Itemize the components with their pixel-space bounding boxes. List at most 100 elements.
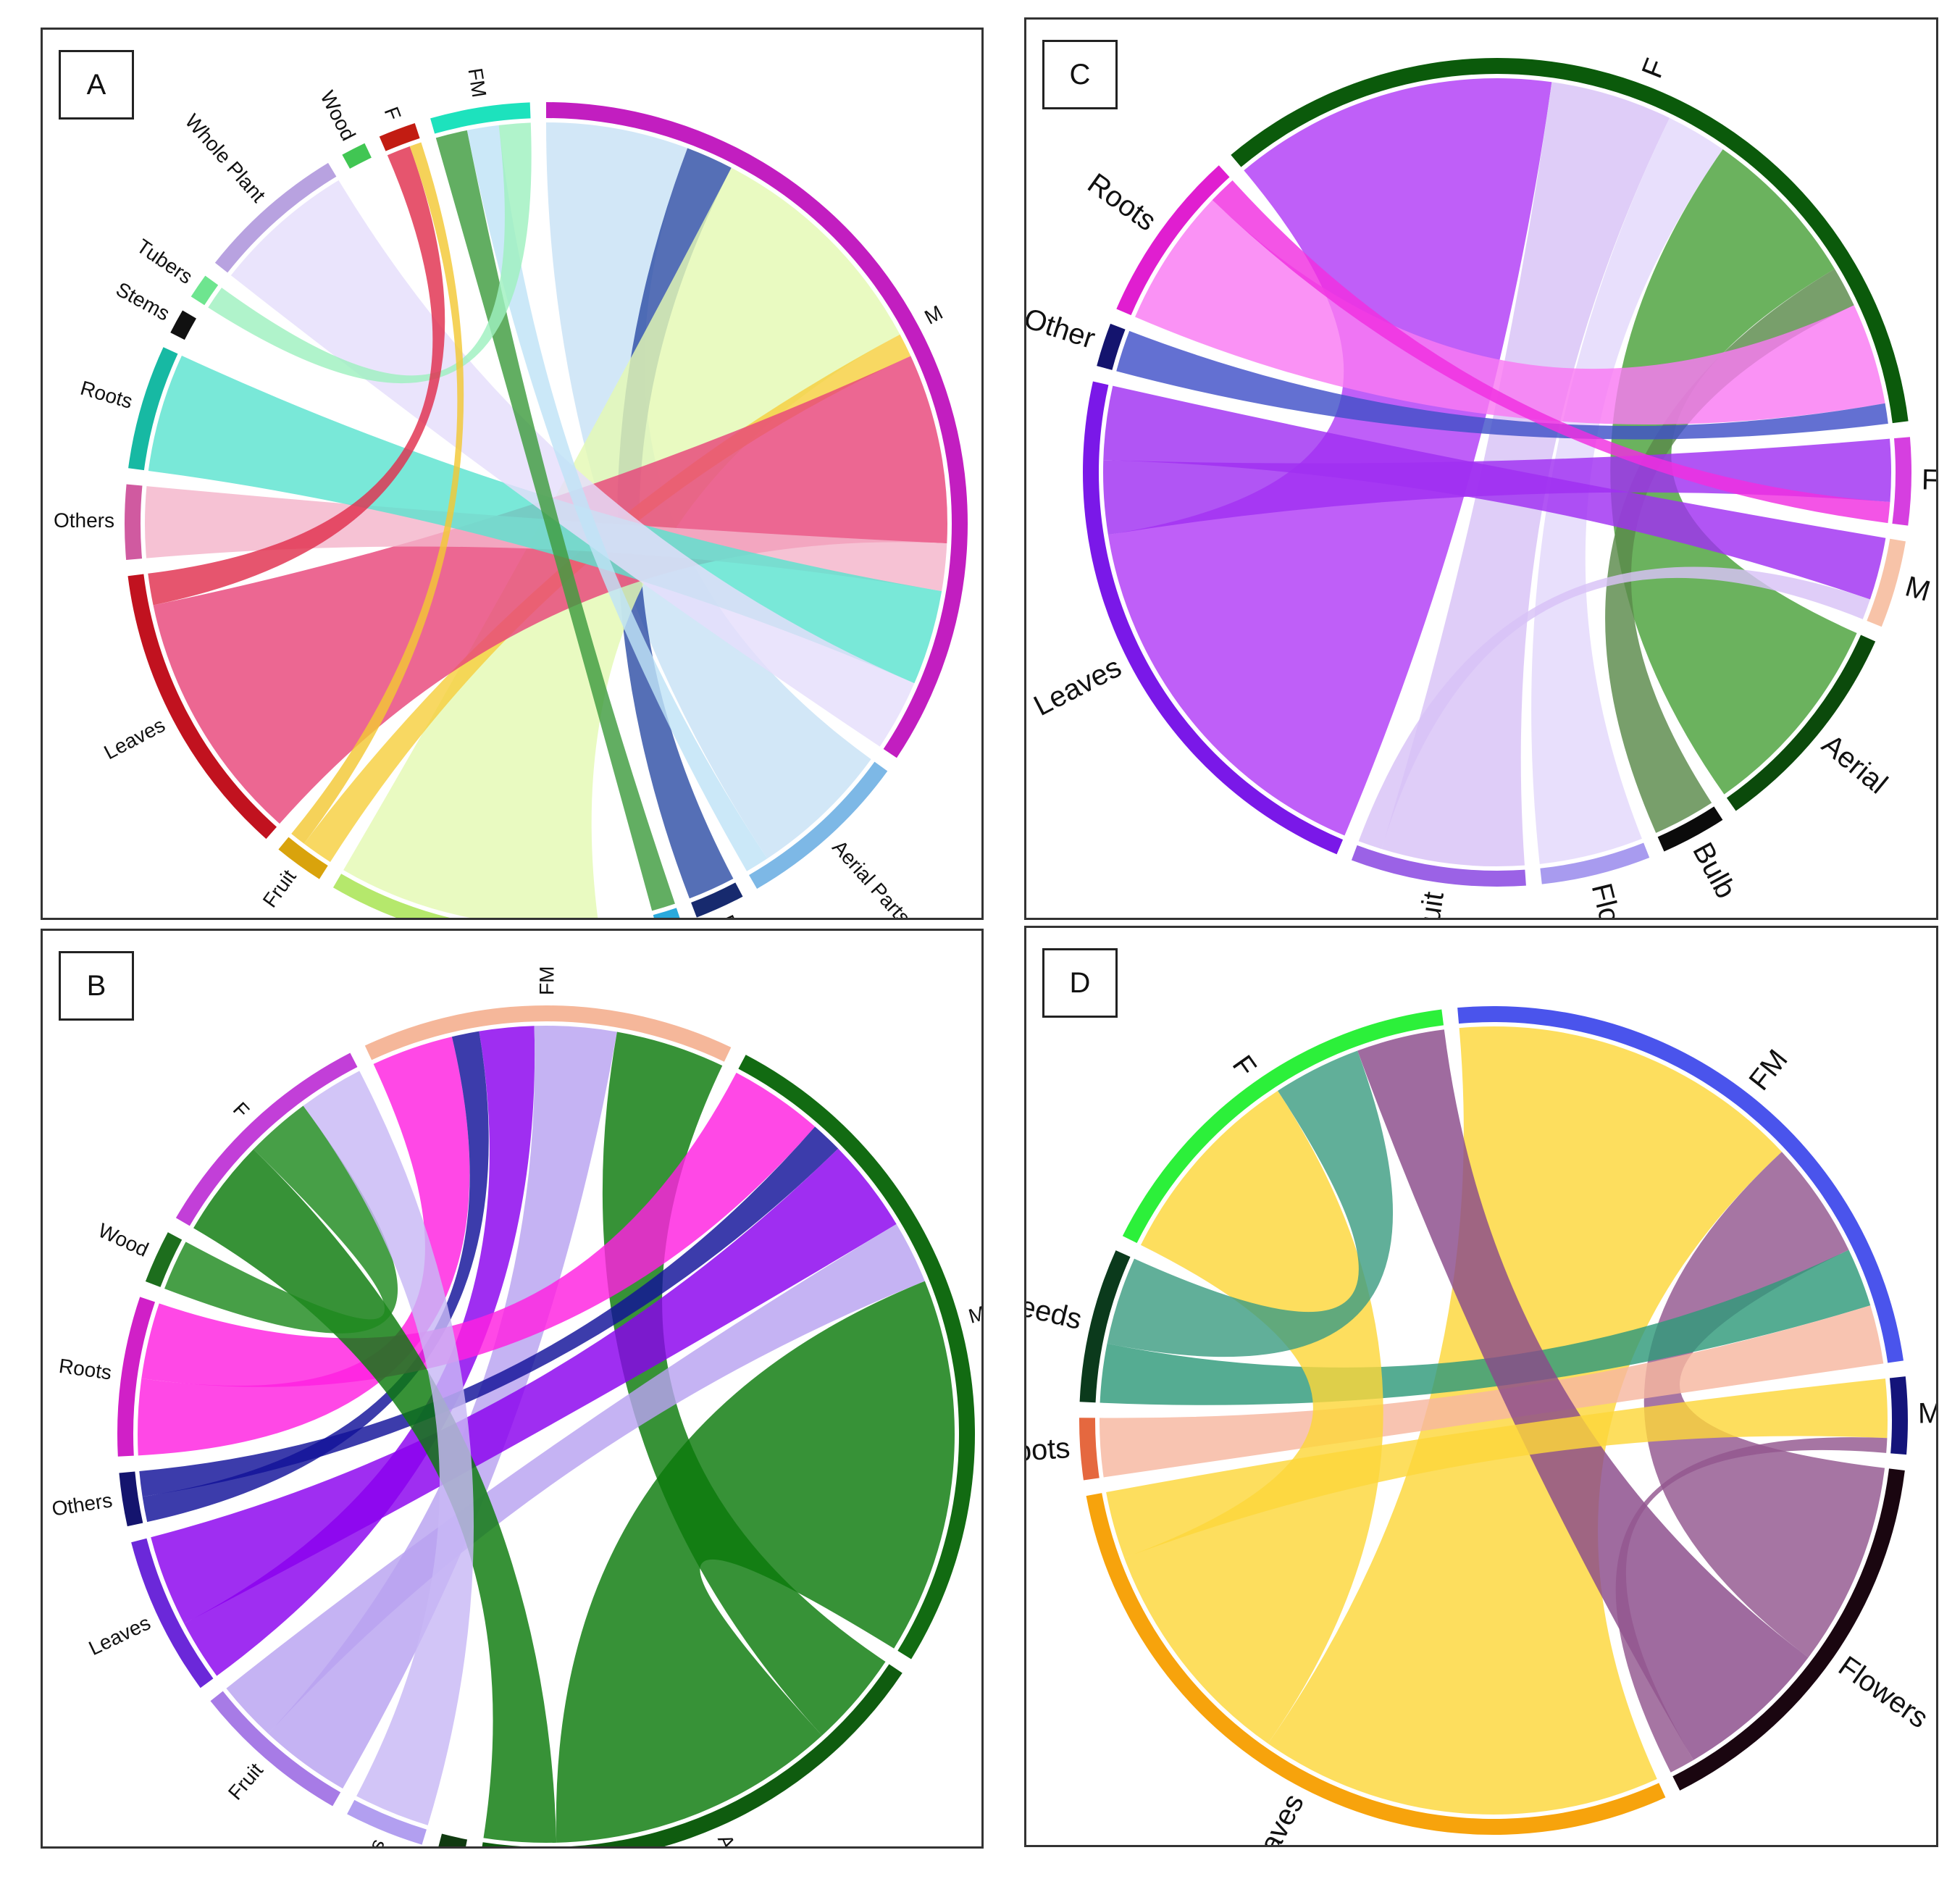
sector-label-seeds: Seeds bbox=[1026, 1286, 1085, 1336]
sector-label-flowers: Flowers bbox=[1586, 880, 1641, 918]
sector-label-bulb: Bulb bbox=[1686, 837, 1742, 903]
sector-arc-fruit bbox=[210, 1691, 341, 1807]
chord-fm-to-aerial-parts bbox=[466, 125, 768, 871]
sector-arc-leaves bbox=[1083, 381, 1344, 855]
chord-links bbox=[1100, 1026, 1888, 1815]
chord-f-to-flowers bbox=[1357, 1029, 1809, 1760]
sector-label-fm: FM bbox=[464, 67, 490, 99]
sector-arc-others bbox=[119, 1471, 143, 1527]
sector-label-f: F bbox=[380, 104, 405, 123]
sector-arc-aerial bbox=[1726, 635, 1876, 811]
sector-arc-flowers bbox=[332, 874, 451, 918]
sector-arcs bbox=[117, 1005, 975, 1846]
sector-arc-f bbox=[175, 1053, 358, 1226]
sector-label-wood: Wood bbox=[316, 87, 360, 144]
sector-arcs bbox=[125, 102, 968, 918]
chord-links bbox=[145, 122, 948, 918]
sector-label-f: F bbox=[1226, 1050, 1262, 1082]
sector-arc-m bbox=[546, 102, 968, 758]
sector-arc-stems bbox=[170, 310, 196, 340]
sector-label-other: Other bbox=[1026, 302, 1099, 355]
sector-label-wood: Wood bbox=[95, 1219, 152, 1261]
sector-label-fm: FM bbox=[535, 966, 558, 995]
chord-fm-to-fruit bbox=[268, 1026, 617, 1789]
chord-links bbox=[1103, 78, 1891, 866]
chord-diagram-d: FM M Flowers Leaves Roots Seeds F bbox=[1026, 1006, 1936, 1845]
sector-label-stems: Stems bbox=[112, 277, 174, 325]
sector-label-leaves: Leaves bbox=[1029, 651, 1126, 722]
sector-arc-leaves bbox=[131, 1538, 214, 1688]
panel-c: C F FM M Aerial Bulb Flowers Fruit Leaves Other R… bbox=[1024, 17, 1938, 920]
sector-label-f: F bbox=[229, 1098, 254, 1123]
sector-arc-fruit bbox=[278, 837, 328, 879]
sector-arc-bulb bbox=[1657, 806, 1723, 852]
sector-label-whole-plant: Whole Plant bbox=[180, 109, 269, 206]
chord-m-to-leaves bbox=[151, 1148, 897, 1624]
sector-arc-m bbox=[1867, 538, 1906, 627]
panel-d-letter: D bbox=[1042, 948, 1118, 1018]
sector-arc-m bbox=[1889, 1376, 1908, 1455]
sector-label-leaves: Leaves bbox=[85, 1611, 154, 1660]
sector-label-others: Others bbox=[50, 1489, 114, 1520]
sector-arc-f bbox=[379, 122, 420, 151]
sector-arc-fm bbox=[364, 1005, 732, 1062]
sector-label-m: M bbox=[966, 1302, 981, 1328]
sector-label-fruit: Fruit bbox=[224, 1759, 267, 1804]
sector-label-roots: Roots bbox=[78, 377, 135, 413]
chord-f-to-aerial bbox=[193, 1149, 557, 1843]
sector-label-leaves: Leaves bbox=[100, 713, 168, 763]
sector-label-m: M bbox=[1918, 1397, 1936, 1429]
panel-c-letter: C bbox=[1042, 40, 1118, 109]
sector-arc-other bbox=[1097, 323, 1126, 370]
sector-arc-f bbox=[1231, 57, 1909, 424]
sector-arc-others bbox=[125, 484, 143, 561]
sector-arc-bulb bbox=[653, 908, 680, 918]
sector-label-bark: Bark bbox=[716, 912, 753, 918]
sector-label-roots: Roots bbox=[1082, 167, 1163, 238]
sector-label-aerial: Aerial bbox=[1816, 729, 1893, 800]
panel-d: D FM M Flowers Leaves Roots Seeds F bbox=[1024, 926, 1938, 1847]
chord-fm-to-flowers bbox=[1643, 1152, 1885, 1658]
sector-arcs bbox=[1079, 1006, 1908, 1835]
sector-label-fm: FM bbox=[1743, 1044, 1793, 1097]
sector-arc-tubers bbox=[190, 275, 219, 306]
sector-arc-aerial bbox=[482, 1664, 902, 1846]
sector-label-aerial: Aerial bbox=[713, 1831, 755, 1846]
chord-m-to-leaves bbox=[1103, 385, 1886, 600]
panel-b: B FMMAerialBarkFlowersFruitLeavesOthersR… bbox=[41, 929, 984, 1849]
sector-label-flowers: Flowers bbox=[1833, 1650, 1934, 1735]
sector-label-fm: FM bbox=[1921, 464, 1936, 496]
sector-arc-roots bbox=[128, 347, 178, 471]
sector-label-roots: Roots bbox=[1026, 1432, 1071, 1469]
chord-fm-to-seeds bbox=[1100, 1250, 1871, 1405]
sector-label-tubers: Tubers bbox=[133, 235, 197, 288]
sector-arc-roots bbox=[117, 1297, 156, 1457]
sector-label-m: M bbox=[1902, 570, 1934, 607]
chord-m-to-fruit bbox=[226, 1223, 925, 1734]
chord-f-to-seeds bbox=[1107, 1050, 1394, 1357]
sector-arc-leaves bbox=[127, 574, 277, 840]
sector-arc-roots bbox=[1116, 165, 1230, 316]
chord-f-to-leaves bbox=[148, 146, 445, 606]
chord-fm-to-roots bbox=[1100, 1305, 1884, 1478]
chord-m-to-fruit bbox=[1358, 566, 1870, 850]
sector-arc-flowers bbox=[347, 1799, 427, 1845]
chord-m-to-leaves bbox=[1106, 1378, 1888, 1558]
chord-m-to-aerial bbox=[556, 1281, 955, 1843]
sector-arc-wood bbox=[145, 1232, 183, 1287]
sector-label-fruit: Fruit bbox=[259, 866, 301, 912]
chord-f-to-roots bbox=[1135, 200, 1885, 425]
sector-label-flowers: Flowers bbox=[341, 1836, 389, 1846]
chord-f-to-flowers bbox=[303, 1071, 474, 1825]
sector-label-fruit: Fruit bbox=[1410, 890, 1450, 918]
chord-diagram-c: F FM M Aerial Bulb Flowers Fruit Leaves Other Roo… bbox=[1026, 54, 1936, 918]
chord-m-to-whole-plant bbox=[230, 180, 915, 747]
sector-arc-flowers bbox=[1540, 842, 1650, 884]
panel-a-letter: A bbox=[59, 50, 134, 120]
sector-label-f: F bbox=[1636, 54, 1672, 83]
sector-arc-wood bbox=[342, 143, 372, 169]
sector-label-others: Others bbox=[54, 509, 114, 532]
sector-label-roots: Roots bbox=[57, 1355, 113, 1384]
